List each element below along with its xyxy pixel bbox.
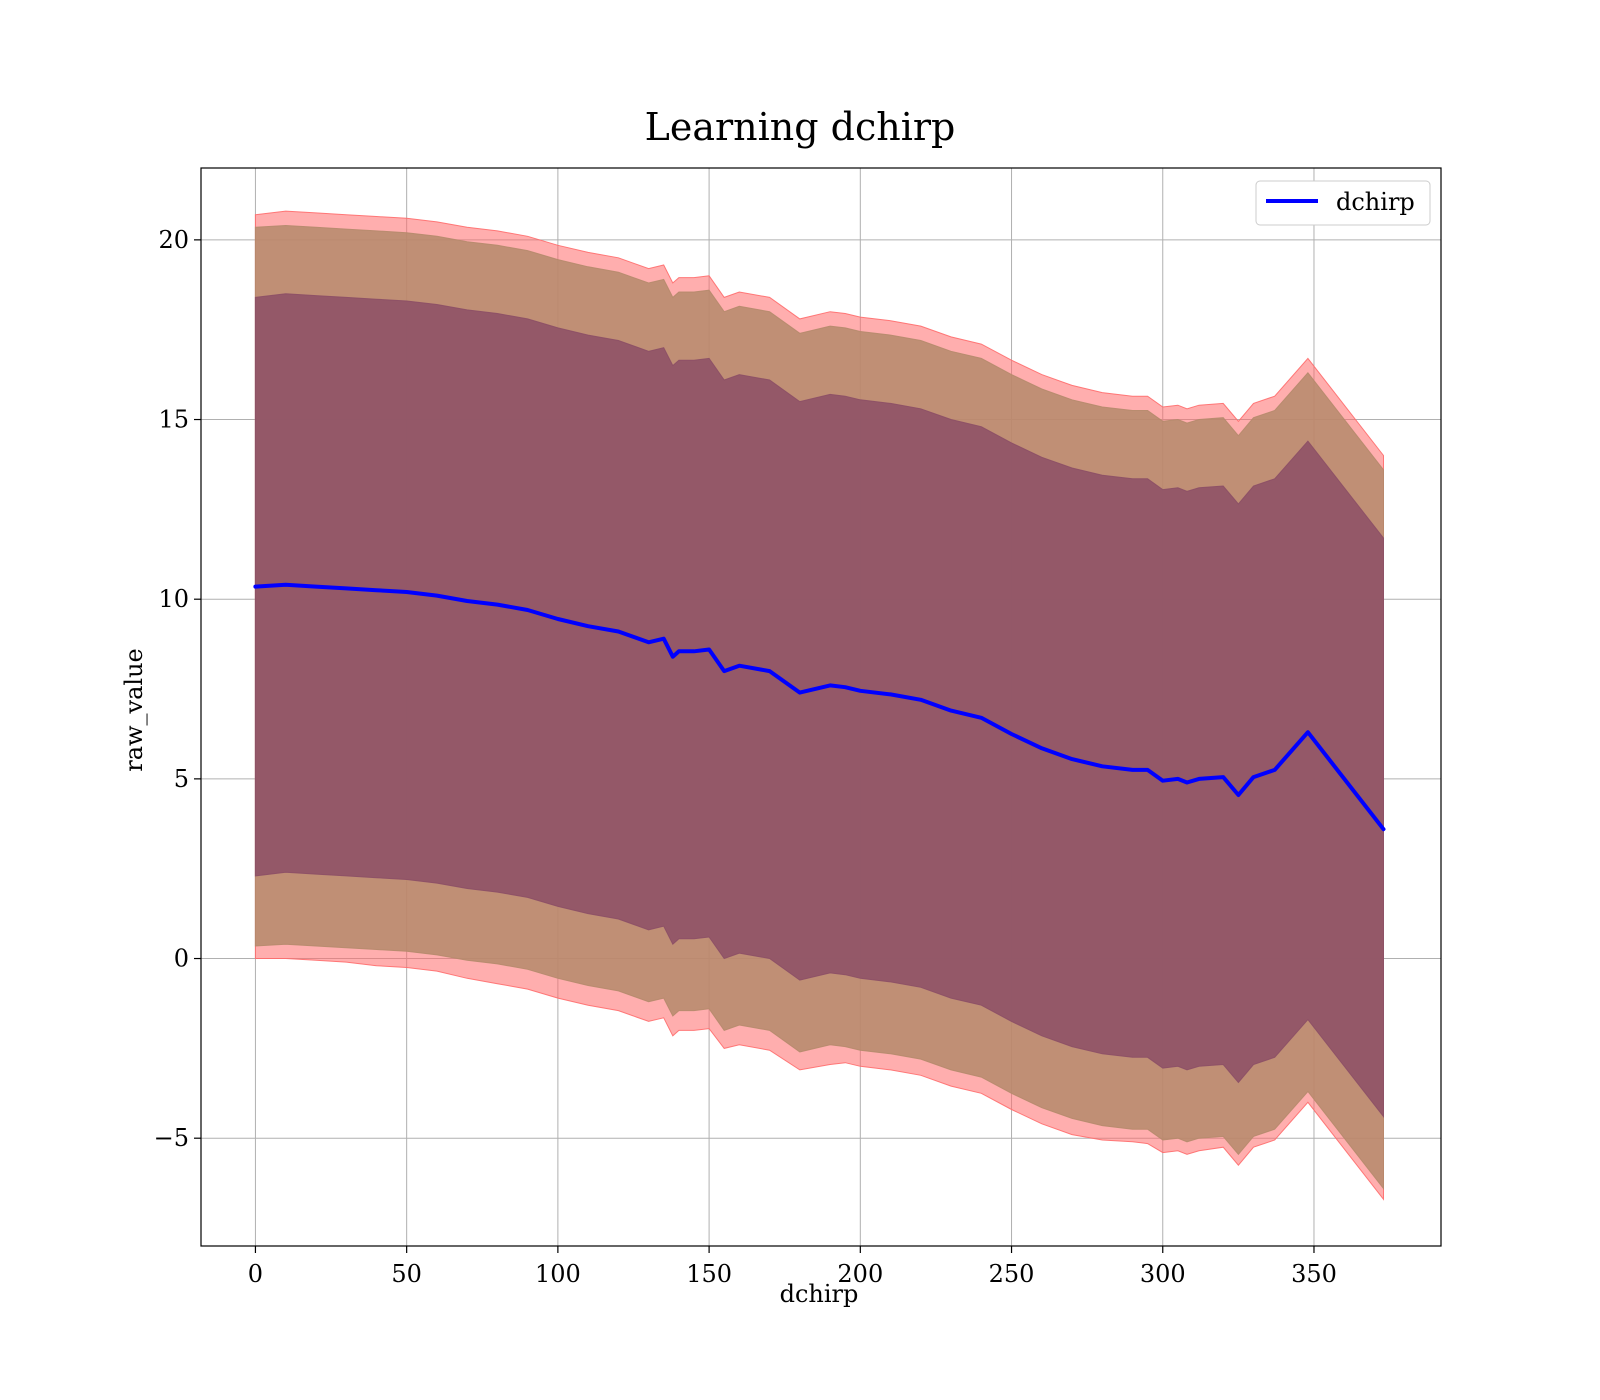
x-axis-label: dchirp (780, 1280, 859, 1308)
band-2 (254, 293, 1384, 1119)
chart-title: Learning dchirp (645, 105, 956, 149)
x-tick-label: 200 (837, 1260, 883, 1288)
y-tick-label: 10 (158, 585, 189, 613)
x-tick-label: 300 (1140, 1260, 1186, 1288)
y-tick-label: 0 (174, 945, 189, 973)
plot-frame (200, 167, 1442, 1247)
x-axis-ticks: 0 50 100 150 200 250 300 350 (248, 1246, 1337, 1288)
confidence-bands (254, 210, 1384, 1201)
y-tick-label: 5 (174, 765, 189, 793)
legend-box (1255, 180, 1431, 226)
y-tick-label: −5 (154, 1124, 189, 1152)
x-tick-label: 150 (686, 1260, 732, 1288)
legend-label: dchirp (1336, 188, 1415, 216)
x-tick-label: 100 (535, 1260, 581, 1288)
y-tick-label: 15 (158, 406, 189, 434)
y-tick-label: 20 (158, 226, 189, 254)
series-lines (253, 582, 1386, 832)
x-tick-label: 250 (989, 1260, 1035, 1288)
y-axis-ticks: −5 0 5 10 15 20 (154, 226, 201, 1152)
legend: dchirp (1255, 180, 1431, 226)
plot-area: 0 50 100 150 200 250 300 350 −5 0 5 10 15 20 (154, 167, 1442, 1288)
x-tick-label: 0 (248, 1260, 263, 1288)
x-tick-label: 50 (391, 1260, 422, 1288)
series-line-0 (253, 582, 1386, 832)
y-axis-label: raw_value (120, 648, 148, 772)
x-tick-label: 350 (1291, 1260, 1337, 1288)
